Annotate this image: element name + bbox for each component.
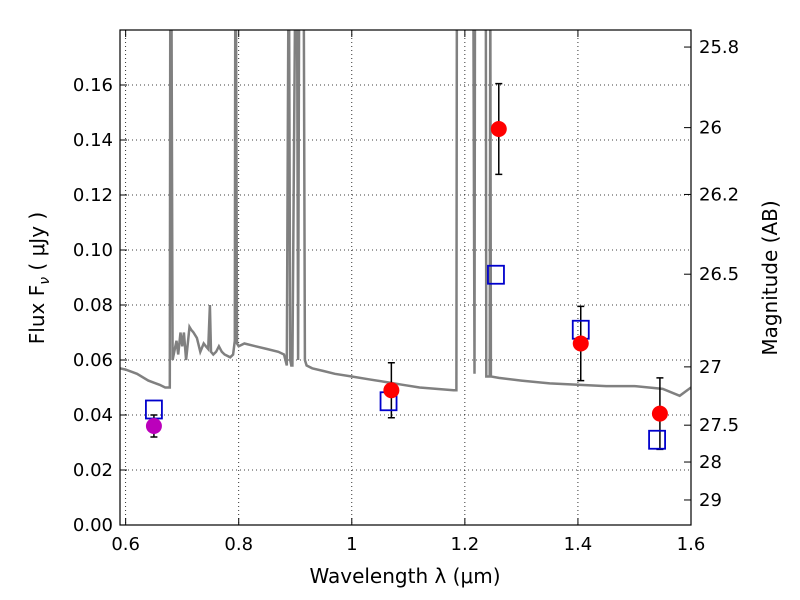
y-tick-label: 0.08 bbox=[73, 295, 113, 316]
observed-point-marker bbox=[145, 418, 162, 434]
y2-tick-label: 26.5 bbox=[699, 264, 739, 285]
spectrum-line bbox=[120, 30, 691, 398]
y2-tick-label: 25.8 bbox=[699, 37, 739, 58]
y-tick-label: 0.04 bbox=[73, 405, 113, 426]
plot-area bbox=[120, 30, 691, 451]
y2-axis-label: Magnitude (AB) bbox=[758, 200, 782, 355]
y-tick-labels: 0.00 0.02 0.04 0.06 0.08 0.10 0.12 0.14 0.16 bbox=[73, 75, 113, 536]
y-tick-label: 0.14 bbox=[73, 130, 113, 151]
y-tick-label: 0.00 bbox=[73, 515, 113, 536]
observed-point-marker bbox=[383, 382, 400, 399]
y2-tick-label: 27.5 bbox=[699, 415, 739, 436]
x-tick-label: 1 bbox=[346, 534, 357, 555]
y-tick-label: 0.16 bbox=[73, 75, 113, 96]
y-axis-label: Flux Fν ( μJy ) bbox=[25, 212, 53, 344]
y-tick-label: 0.10 bbox=[73, 240, 113, 261]
y2-tick-label: 27 bbox=[699, 357, 722, 378]
plot-frame bbox=[119, 29, 692, 526]
y-tick-label: 0.02 bbox=[73, 460, 113, 481]
observed-point-marker bbox=[651, 405, 668, 422]
grid bbox=[120, 30, 691, 525]
observed-point-marker bbox=[490, 121, 507, 137]
y-tick-label: 0.12 bbox=[73, 185, 113, 206]
y-tick-label: 0.06 bbox=[73, 350, 113, 371]
y2-tick-label: 26.2 bbox=[699, 184, 739, 205]
x-tick-label: 1.2 bbox=[451, 534, 480, 555]
observed-points bbox=[145, 121, 668, 434]
x-tick-label: 1.4 bbox=[564, 534, 593, 555]
model-square-marker bbox=[487, 264, 505, 285]
tick-marks bbox=[120, 30, 692, 526]
x-tick-labels: 0.6 0.8 1 1.2 1.4 1.6 bbox=[111, 534, 705, 555]
y2-tick-label: 29 bbox=[699, 490, 722, 511]
model-square-marker bbox=[648, 429, 666, 450]
observed-point-marker bbox=[572, 335, 589, 352]
x-tick-label: 0.6 bbox=[111, 534, 140, 555]
y2-tick-label: 26 bbox=[699, 118, 722, 139]
y2-tick-label: 28 bbox=[699, 452, 722, 473]
y2-tick-labels: 25.8 26 26.2 26.5 27 27.5 28 29 bbox=[699, 37, 739, 511]
x-axis-label: Wavelength λ (μm) bbox=[309, 564, 500, 588]
x-tick-label: 1.6 bbox=[677, 534, 706, 555]
x-tick-label: 0.8 bbox=[224, 534, 253, 555]
model-squares bbox=[145, 264, 666, 450]
